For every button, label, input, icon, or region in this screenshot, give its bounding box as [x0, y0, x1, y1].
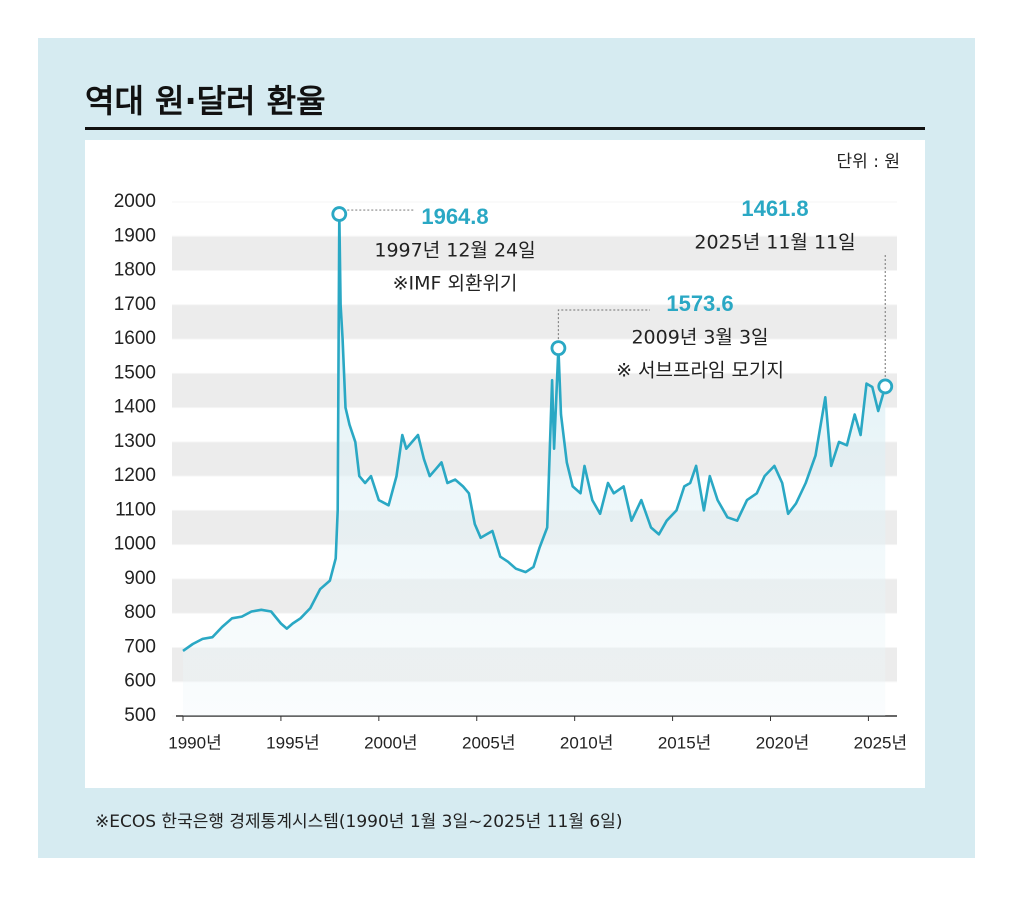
leader-line [557, 309, 650, 340]
y-tick-label: 1200 [114, 465, 156, 486]
grid-band [172, 304, 897, 340]
x-tick-label: 2000년 [364, 733, 417, 752]
source-note: ※ECOS 한국은행 경제통계시스템(1990년 1월 3일~2025년 11월… [95, 812, 622, 832]
x-tick-label: 2015년 [658, 733, 711, 752]
annotation-note: ※ 서브프라임 모기지 [616, 360, 784, 382]
x-tick-label: 2025년 [854, 733, 907, 752]
y-tick-label: 1400 [114, 397, 156, 418]
x-tick-label: 2020년 [756, 733, 809, 752]
peak-marker [877, 378, 894, 395]
annotation-value: 1964.8 [421, 204, 488, 229]
annotation-value: 1461.8 [741, 196, 808, 221]
area [183, 214, 886, 716]
y-tick-label: 1000 [114, 534, 156, 555]
annotation-date: 2009년 3월 3일 [631, 327, 768, 349]
annotation-date: 1997년 12월 24일 [374, 240, 535, 262]
y-tick-label: 1100 [115, 499, 156, 520]
annotation-note: ※IMF 외환위기 [393, 273, 518, 295]
grid-band [172, 236, 897, 271]
y-tick-label: 600 [124, 671, 156, 692]
chart-title: 역대 원·달러 환율 [85, 82, 326, 120]
grid-band [172, 441, 897, 477]
y-tick-label: 1300 [114, 431, 156, 452]
x-tick-label: 1990년 [168, 733, 221, 752]
y-tick-label: 1800 [114, 260, 156, 281]
y-tick-label: 500 [124, 705, 156, 726]
y-tick-label: 1700 [114, 294, 156, 315]
y-tick-label: 1900 [114, 225, 156, 246]
line [182, 212, 887, 652]
title-rule [85, 127, 925, 130]
y-tick-label: 1500 [114, 362, 156, 383]
x-tick-label: 1995년 [266, 733, 319, 752]
y-tick-label: 2000 [114, 191, 156, 212]
y-tick-label: 800 [124, 602, 156, 623]
x-tick-label: 2010년 [560, 733, 613, 752]
annotation-date: 2025년 11월 11일 [694, 232, 855, 254]
peak-marker [550, 340, 567, 357]
unit-label: 단위 : 원 [837, 152, 900, 172]
y-tick-label: 1600 [114, 328, 156, 349]
y-tick-label: 700 [124, 636, 156, 657]
x-tick-label: 2005년 [462, 733, 515, 752]
grid-band [172, 373, 897, 408]
peak-marker [331, 206, 348, 222]
y-tick-label: 900 [124, 568, 156, 589]
annotation-value: 1573.6 [666, 291, 733, 316]
